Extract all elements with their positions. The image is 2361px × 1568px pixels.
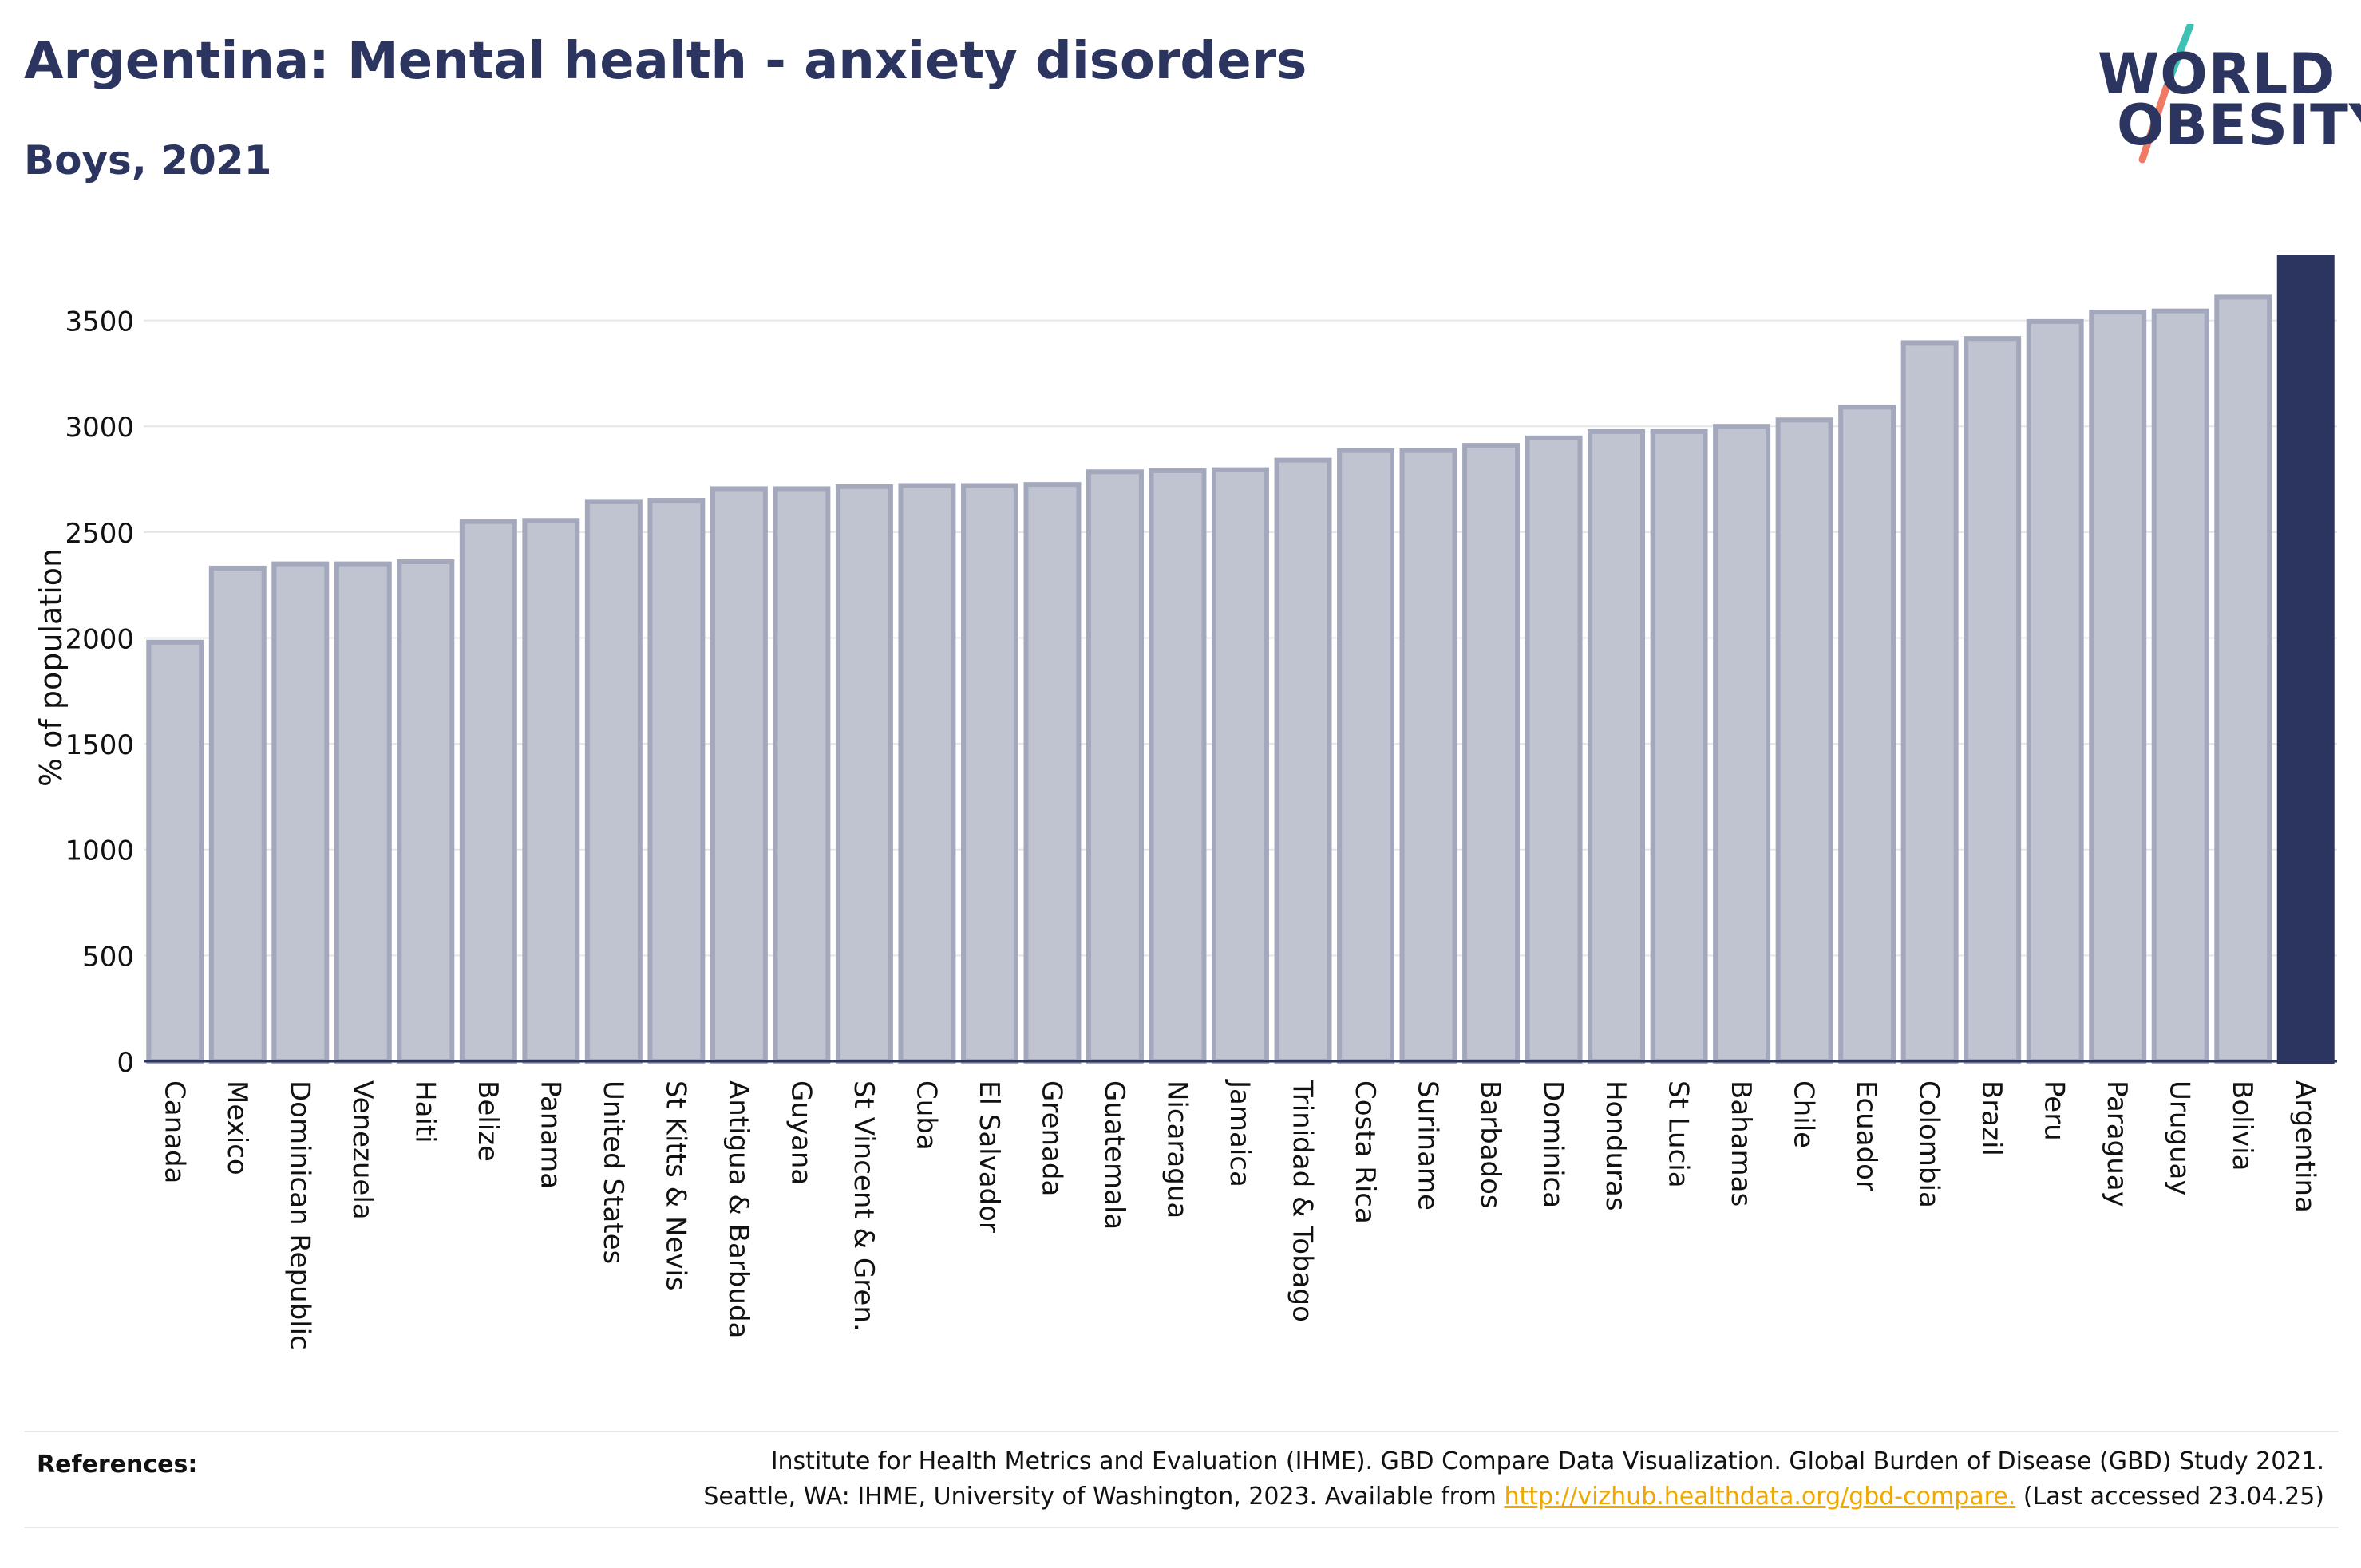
y-tick-label: 3500 [65,306,134,338]
logo-slash-icon [2138,24,2194,164]
x-tick-label: Dominica [1537,1080,1569,1208]
bar-highlight [2276,255,2335,1064]
bar [1023,482,1082,1064]
x-tick-label: Nicaragua [1161,1080,1192,1218]
bar [584,499,643,1064]
x-tick-label: Haiti [409,1080,441,1143]
bar [1212,467,1269,1064]
x-tick-label: Cuba [910,1080,942,1151]
bar [1900,340,1959,1064]
x-tick-label: Canada [158,1080,190,1183]
bar [1337,448,1395,1064]
x-tick-label: Chile [1788,1080,1820,1148]
x-tick-label: Barbados [1474,1080,1506,1209]
bar [271,561,330,1064]
y-tick-label: 1000 [65,835,134,867]
x-tick-label: Argentina [2289,1080,2321,1213]
y-axis-title: % of population [34,547,69,787]
references-label: References: [37,1451,198,1479]
bar [835,484,893,1064]
bar [334,561,392,1064]
bar [2151,308,2209,1064]
x-tick-label: St Kitts & Nevis [659,1080,691,1291]
x-tick-label: Ecuador [1850,1080,1882,1191]
x-tick-label: Colombia [1913,1080,1945,1208]
bar [2089,309,2147,1064]
reference-link[interactable]: http://vizhub.healthdata.org/gbd-compare… [1504,1483,2016,1511]
bar [1838,405,1896,1064]
bar [898,483,956,1064]
chart-subtitle: Boys, 2021 [24,137,272,184]
bar [1399,448,1457,1064]
x-tick-label: Belize [472,1080,504,1162]
y-tick-label: 2500 [65,518,134,550]
bar [2026,318,2084,1064]
chart-title: Argentina: Mental health - anxiety disor… [24,32,1307,91]
x-tick-label: Guyana [785,1080,817,1185]
bar [1462,443,1521,1064]
x-tick-label: Bolivia [2226,1080,2258,1171]
reference-line-1: Institute for Health Metrics and Evaluat… [770,1448,2324,1475]
y-tick-label: 2000 [65,623,134,655]
logo-text-obesity: OBESITY [2117,93,2361,158]
x-tick-label: Brazil [1975,1080,2007,1156]
world-obesity-logo: WORLD OBESITY [2083,24,2361,168]
reference-line-2-end: (Last accessed 23.04.25) [2015,1483,2324,1511]
x-tick-label: Honduras [1600,1080,1631,1211]
y-tick-label: 1500 [65,729,134,761]
x-tick-label: Jamaica [1224,1079,1256,1187]
bar [960,483,1018,1064]
x-tick-label: Grenada [1035,1080,1067,1196]
x-tick-label: Costa Rica [1349,1080,1381,1224]
x-tick-label: Antigua & Barbuda [722,1080,754,1338]
bar [710,486,768,1064]
bar [1525,435,1583,1064]
x-tick-label: El Salvador [973,1080,1005,1233]
x-tick-label: Guatemala [1098,1080,1130,1230]
x-tick-label: Trinidad & Tobago [1287,1080,1319,1322]
bar [397,559,455,1064]
bar [459,519,517,1064]
bar [1650,429,1708,1064]
logo-text-world: WORLD [2098,41,2336,107]
bar [773,486,831,1064]
bar [146,639,204,1064]
bar [1964,336,2022,1064]
x-tick-label: Mexico [221,1080,253,1175]
reference-line-2: Seattle, WA: IHME, University of Washing… [703,1479,2324,1515]
bar [1274,457,1332,1064]
x-tick-label: Panama [534,1080,566,1189]
x-tick-label: Venezuela [346,1080,378,1220]
x-tick-label: Paraguay [2101,1080,2133,1207]
x-tick-label: Suriname [1412,1080,1444,1211]
y-tick-label: 500 [82,941,134,973]
bar [1086,469,1144,1064]
bar [1713,424,1771,1064]
x-tick-label: Bahamas [1725,1080,1757,1207]
bar [1149,468,1207,1064]
references-text: Institute for Health Metrics and Evaluat… [703,1444,2324,1515]
footer-divider-bottom [24,1527,2339,1528]
y-tick-label: 0 [117,1047,134,1079]
bar [522,518,580,1064]
bar-chart: 0 500 1000 1500 2000 2500 3000 3500 Canada Mexico… [65,255,2337,1350]
x-tick-label: United States [597,1080,629,1264]
bar [1588,429,1646,1064]
x-tick-label: Dominican Republic [283,1080,315,1350]
bar [647,498,706,1064]
bar [1775,417,1833,1064]
x-tick-label: St Vincent & Gren. [848,1080,880,1332]
bar [2214,294,2272,1064]
x-tick-label: St Lucia [1663,1080,1695,1188]
x-tick-label: Peru [2039,1080,2070,1141]
bar [208,565,267,1064]
y-tick-label: 3000 [65,412,134,444]
footer-divider-top [24,1431,2339,1432]
x-tick-label: Uruguay [2164,1080,2196,1196]
reference-line-2-start: Seattle, WA: IHME, University of Washing… [703,1483,1505,1511]
